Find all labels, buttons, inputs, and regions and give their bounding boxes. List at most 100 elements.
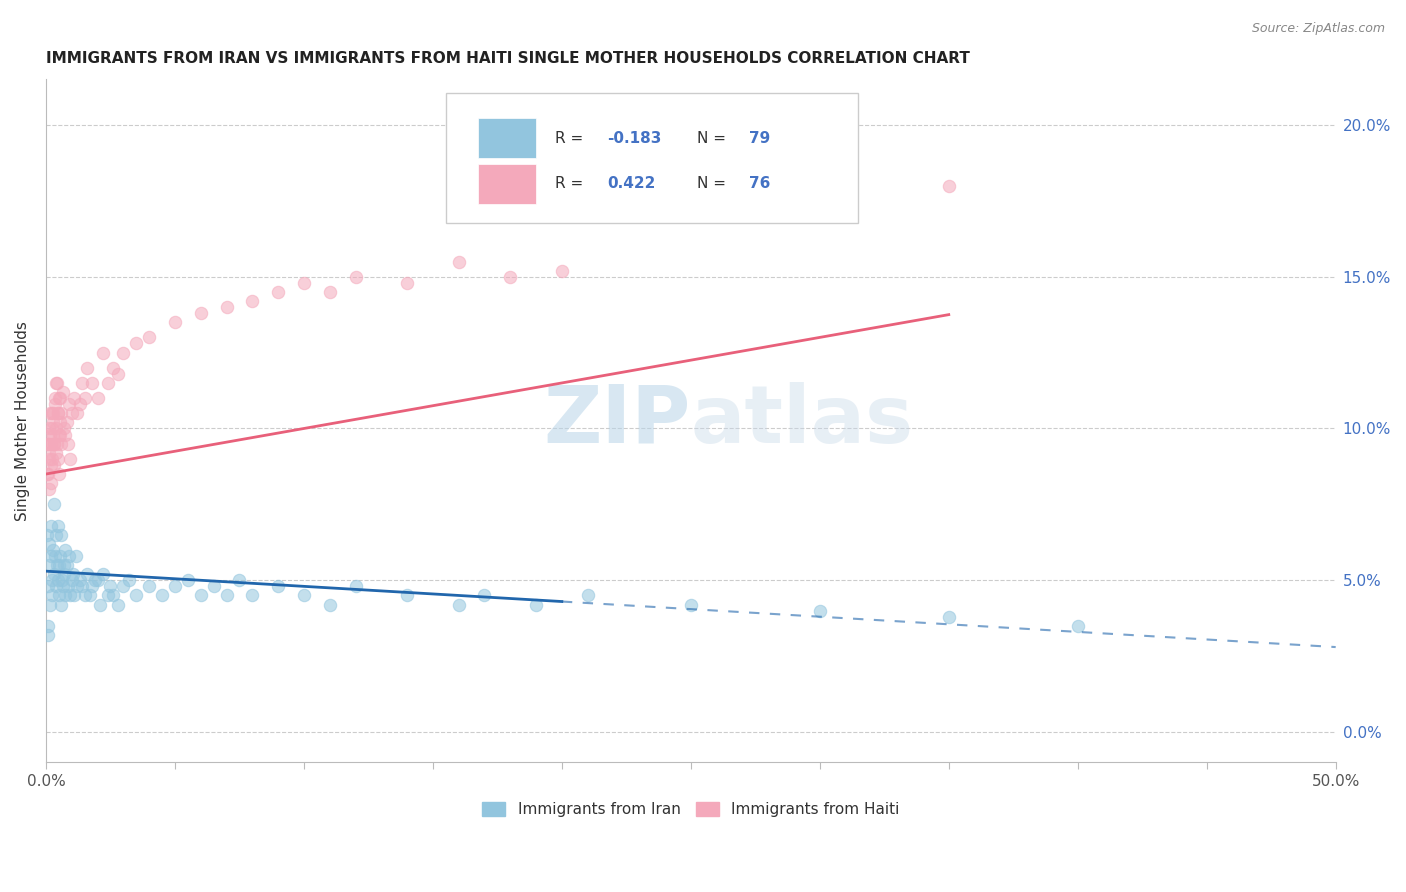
Point xyxy=(41,406,63,420)
Text: ZIP: ZIP xyxy=(544,382,690,460)
Point xyxy=(42,543,65,558)
Point xyxy=(48,589,70,603)
Point xyxy=(319,598,342,612)
Text: Source: ZipAtlas.com: Source: ZipAtlas.com xyxy=(1251,22,1385,36)
Point xyxy=(56,436,79,450)
Point xyxy=(41,574,63,588)
Point xyxy=(41,451,63,466)
Point xyxy=(112,345,135,359)
Point xyxy=(45,376,67,390)
Point xyxy=(138,579,160,593)
Point xyxy=(84,574,107,588)
Point xyxy=(215,300,238,314)
Text: 79: 79 xyxy=(749,130,770,145)
Point xyxy=(39,518,62,533)
Point xyxy=(45,527,67,541)
Point xyxy=(344,579,367,593)
Point xyxy=(396,276,419,290)
Point xyxy=(524,598,547,612)
Point xyxy=(60,574,83,588)
Point xyxy=(319,285,342,299)
Text: IMMIGRANTS FROM IRAN VS IMMIGRANTS FROM HAITI SINGLE MOTHER HOUSEHOLDS CORRELATI: IMMIGRANTS FROM IRAN VS IMMIGRANTS FROM … xyxy=(46,51,970,66)
Point xyxy=(39,458,62,472)
Point xyxy=(86,391,108,405)
FancyBboxPatch shape xyxy=(478,119,536,158)
Point xyxy=(39,476,62,491)
Point xyxy=(292,276,315,290)
Point xyxy=(46,406,69,420)
Point xyxy=(97,376,120,390)
Point xyxy=(48,406,70,420)
Point xyxy=(37,579,59,593)
Point xyxy=(53,567,76,582)
Point xyxy=(37,467,59,481)
Point xyxy=(215,589,238,603)
Y-axis label: Single Mother Households: Single Mother Households xyxy=(15,321,30,521)
Point xyxy=(163,315,186,329)
Point xyxy=(41,427,63,442)
Text: -0.183: -0.183 xyxy=(607,130,661,145)
Point xyxy=(202,579,225,593)
Point xyxy=(49,427,72,442)
Point xyxy=(39,436,62,450)
Text: R =: R = xyxy=(555,177,589,192)
Point xyxy=(45,421,67,435)
Point xyxy=(37,436,59,450)
Point xyxy=(39,406,62,420)
Point xyxy=(59,589,82,603)
Point xyxy=(63,589,86,603)
Point xyxy=(55,416,77,430)
Point xyxy=(55,558,77,573)
Point xyxy=(48,416,70,430)
Point xyxy=(938,609,960,624)
Point xyxy=(190,589,212,603)
Point xyxy=(292,589,315,603)
Point xyxy=(38,598,60,612)
Point xyxy=(53,589,76,603)
Point xyxy=(679,598,702,612)
Point xyxy=(53,421,76,435)
Point xyxy=(76,567,98,582)
Point xyxy=(42,416,65,430)
FancyBboxPatch shape xyxy=(446,93,859,223)
Point xyxy=(49,598,72,612)
Point xyxy=(76,360,98,375)
Point xyxy=(344,269,367,284)
Point xyxy=(177,574,200,588)
Text: R =: R = xyxy=(555,130,589,145)
Point xyxy=(447,254,470,268)
Point xyxy=(51,436,73,450)
Point xyxy=(190,306,212,320)
Point xyxy=(62,567,84,582)
Point xyxy=(46,451,69,466)
Point xyxy=(267,285,290,299)
Point xyxy=(42,436,65,450)
Point xyxy=(49,391,72,405)
Point xyxy=(44,436,66,450)
Point xyxy=(808,604,831,618)
Text: N =: N = xyxy=(697,177,731,192)
Point xyxy=(58,397,80,411)
Point xyxy=(576,589,599,603)
Point xyxy=(240,589,263,603)
Point xyxy=(91,345,114,359)
Point xyxy=(91,567,114,582)
Point xyxy=(42,406,65,420)
Point xyxy=(474,589,496,603)
Point xyxy=(38,427,60,442)
Point xyxy=(163,579,186,593)
Point xyxy=(267,579,290,593)
Point xyxy=(44,549,66,563)
Point xyxy=(38,451,60,466)
Point xyxy=(41,421,63,435)
Point xyxy=(52,558,75,573)
Point xyxy=(117,574,139,588)
Point xyxy=(60,406,83,420)
Point xyxy=(499,269,522,284)
Point xyxy=(44,497,66,511)
Point xyxy=(48,467,70,481)
Point xyxy=(551,263,574,277)
Point xyxy=(107,598,129,612)
Point xyxy=(37,436,59,450)
Point xyxy=(70,579,93,593)
